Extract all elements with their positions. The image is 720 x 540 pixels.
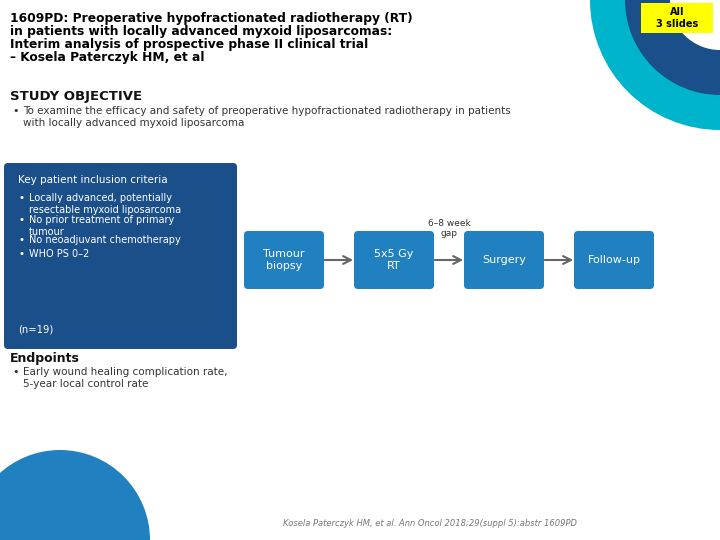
- Text: •: •: [18, 215, 24, 225]
- Text: 1609PD: Preoperative hypofractionated radiotherapy (RT): 1609PD: Preoperative hypofractionated ra…: [10, 12, 413, 25]
- Text: •: •: [12, 106, 19, 116]
- FancyBboxPatch shape: [574, 231, 654, 289]
- Text: Surgery: Surgery: [482, 255, 526, 265]
- Text: 5x5 Gy
RT: 5x5 Gy RT: [374, 249, 414, 271]
- Text: with locally advanced myxoid liposarcoma: with locally advanced myxoid liposarcoma: [23, 118, 244, 128]
- Text: All
3 slides: All 3 slides: [656, 7, 698, 29]
- FancyBboxPatch shape: [4, 163, 237, 349]
- Text: 6–8 week
gap: 6–8 week gap: [428, 219, 470, 238]
- Text: Key patient inclusion criteria: Key patient inclusion criteria: [18, 175, 168, 185]
- Text: Kosela Paterczyk HM, et al. Ann Oncol 2018;29(suppl 5):abstr 1609PD: Kosela Paterczyk HM, et al. Ann Oncol 20…: [283, 519, 577, 528]
- Text: in patients with locally advanced myxoid liposarcomas:: in patients with locally advanced myxoid…: [10, 25, 392, 38]
- FancyBboxPatch shape: [641, 3, 713, 33]
- Text: •: •: [18, 249, 24, 259]
- Text: STUDY OBJECTIVE: STUDY OBJECTIVE: [10, 90, 142, 103]
- Text: •: •: [12, 367, 19, 377]
- Text: WHO PS 0–2: WHO PS 0–2: [29, 249, 89, 259]
- Wedge shape: [590, 0, 720, 130]
- Text: No prior treatment of primary
tumour: No prior treatment of primary tumour: [29, 215, 174, 238]
- FancyBboxPatch shape: [464, 231, 544, 289]
- FancyBboxPatch shape: [244, 231, 324, 289]
- Text: •: •: [18, 193, 24, 203]
- Text: 5-year local control rate: 5-year local control rate: [23, 379, 148, 389]
- Text: •: •: [18, 235, 24, 245]
- Text: To examine the efficacy and safety of preoperative hypofractionated radiotherapy: To examine the efficacy and safety of pr…: [23, 106, 510, 116]
- Text: Follow-up: Follow-up: [588, 255, 641, 265]
- Text: (n=19): (n=19): [18, 325, 53, 335]
- Text: – Kosela Paterczyk HM, et al: – Kosela Paterczyk HM, et al: [10, 51, 204, 64]
- Text: Endpoints: Endpoints: [10, 352, 80, 365]
- Wedge shape: [625, 0, 720, 95]
- FancyBboxPatch shape: [354, 231, 434, 289]
- Text: Early wound healing complication rate,: Early wound healing complication rate,: [23, 367, 228, 377]
- Text: Locally advanced, potentially
resectable myxoid liposarcoma: Locally advanced, potentially resectable…: [29, 193, 181, 215]
- Text: No neoadjuvant chemotherapy: No neoadjuvant chemotherapy: [29, 235, 181, 245]
- Text: Interim analysis of prospective phase II clinical trial: Interim analysis of prospective phase II…: [10, 38, 368, 51]
- Text: Tumour
biopsy: Tumour biopsy: [264, 249, 305, 271]
- Circle shape: [0, 450, 150, 540]
